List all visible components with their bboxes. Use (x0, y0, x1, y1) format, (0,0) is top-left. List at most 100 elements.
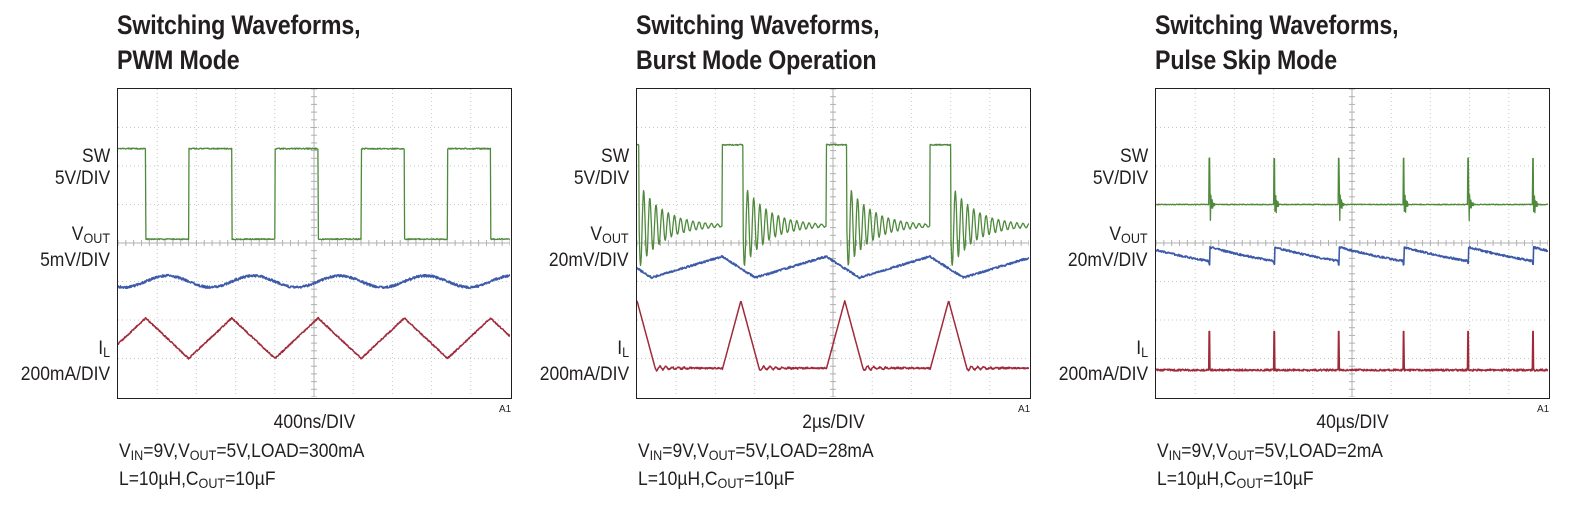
channel-scale: 5V/DIV (54, 168, 110, 189)
chart-title: Switching Waveforms, Pulse Skip Mode (1155, 8, 1399, 78)
chart-title-line: Pulse Skip Mode (1155, 45, 1337, 75)
channel-label-vout: VOUT 20mV/DIV (549, 224, 629, 272)
waveform-plot (118, 89, 510, 397)
chart-panel-burst: Switching Waveforms, Burst Mode Operatio… (519, 0, 1039, 524)
x-axis-label: 2µs/DIV (802, 412, 865, 433)
x-axis-label: 40µs/DIV (1316, 412, 1389, 433)
scope-screen (117, 88, 512, 399)
channel-scale: 5mV/DIV (40, 250, 110, 271)
trace-il (637, 300, 1029, 372)
channel-name: I (617, 338, 622, 359)
channel-name: V (71, 224, 84, 245)
chart-panel-pwm: Switching Waveforms, PWM Mode SW 5V/DIV … (0, 0, 520, 524)
channel-scale: 200mA/DIV (1058, 364, 1148, 385)
channel-name: I (98, 338, 103, 359)
condition-line: L=10µH,COUT=10µF (119, 468, 364, 496)
trace-vout (118, 273, 510, 290)
condition-line: VIN=9V,VOUT=5V,LOAD=300mA (119, 440, 364, 468)
channel-label-vout: VOUT 5mV/DIV (40, 224, 110, 272)
channel-label-sw: SW 5V/DIV (1093, 146, 1148, 190)
chart-title: Switching Waveforms, Burst Mode Operatio… (636, 8, 880, 78)
trace-il (1156, 330, 1548, 372)
channel-label-il: IL 200mA/DIV (1059, 338, 1148, 386)
x-axis-label: 400ns/DIV (273, 412, 356, 433)
trace-sw (1156, 157, 1548, 222)
channel-scale: 20mV/DIV (549, 250, 629, 271)
condition-line: L=10µH,COUT=10µF (1157, 468, 1383, 496)
trace-sw (637, 143, 1029, 267)
condition-text: =10µF (1263, 469, 1314, 490)
test-conditions: VIN=9V,VOUT=5V,LOAD=28mA L=10µH,COUT=10µ… (638, 440, 874, 496)
test-conditions: VIN=9V,VOUT=5V,LOAD=300mA L=10µH,COUT=10… (119, 440, 364, 496)
condition-text: =9V,V (143, 441, 190, 462)
condition-subscript: OUT (717, 476, 745, 491)
trace-sw (118, 147, 510, 241)
condition-text: L=10µH,C (638, 469, 718, 490)
channel-name: V (590, 224, 603, 245)
condition-text: L=10µH,C (119, 469, 199, 490)
scope-screen (1155, 88, 1550, 399)
trace-vout (637, 254, 1029, 280)
channel-name: SW (1119, 146, 1148, 167)
channel-name: SW (81, 146, 110, 167)
channel-name-sub: L (621, 345, 629, 360)
channel-name: SW (600, 146, 629, 167)
channel-scale: 200mA/DIV (20, 364, 110, 385)
condition-subscript: IN (649, 448, 663, 463)
condition-text: V (638, 441, 650, 462)
channel-label-il: IL 200mA/DIV (21, 338, 110, 386)
chart-title: Switching Waveforms, PWM Mode (117, 8, 361, 78)
channel-name-sub: OUT (602, 231, 629, 246)
channel-scale: 5V/DIV (1092, 168, 1148, 189)
channel-name: V (1109, 224, 1122, 245)
channel-label-vout: VOUT 20mV/DIV (1068, 224, 1148, 272)
condition-text: =5V,LOAD=2mA (1254, 441, 1383, 462)
condition-line: L=10µH,COUT=10µF (638, 468, 874, 496)
condition-subscript: OUT (1227, 448, 1255, 463)
condition-text: L=10µH,C (1157, 469, 1237, 490)
graticule (1156, 89, 1548, 397)
condition-text: =9V,V (1181, 441, 1228, 462)
channel-scale: 20mV/DIV (1068, 250, 1148, 271)
channel-name-sub: L (102, 345, 110, 360)
chart-title-line: Burst Mode Operation (636, 45, 877, 75)
waveform-plot (1156, 89, 1548, 397)
channel-scale: 5V/DIV (573, 168, 629, 189)
condition-subscript: OUT (198, 476, 226, 491)
trace-marker: A1 (499, 404, 512, 415)
condition-subscript: IN (1168, 448, 1182, 463)
condition-subscript: OUT (708, 448, 736, 463)
channel-label-sw: SW 5V/DIV (55, 146, 110, 190)
channel-label-sw: SW 5V/DIV (574, 146, 629, 190)
condition-text: =10µF (225, 469, 276, 490)
chart-title-line: PWM Mode (117, 45, 240, 75)
condition-subscript: OUT (189, 448, 217, 463)
condition-line: VIN=9V,VOUT=5V,LOAD=2mA (1157, 440, 1383, 468)
chart-title-line: Switching Waveforms, (117, 10, 361, 40)
condition-subscript: IN (130, 448, 144, 463)
condition-line: VIN=9V,VOUT=5V,LOAD=28mA (638, 440, 874, 468)
trace-marker: A1 (1537, 404, 1550, 415)
channel-name: I (1136, 338, 1141, 359)
graticule (118, 89, 510, 397)
chart-title-line: Switching Waveforms, (1155, 10, 1399, 40)
condition-subscript: OUT (1236, 476, 1264, 491)
chart-panel-pulse-skip: Switching Waveforms, Pulse Skip Mode SW … (1038, 0, 1558, 524)
waveform-plot (637, 89, 1029, 397)
condition-text: =9V,V (662, 441, 709, 462)
condition-text: =5V,LOAD=28mA (735, 441, 874, 462)
condition-text: =5V,LOAD=300mA (216, 441, 365, 462)
condition-text: =10µF (744, 469, 795, 490)
condition-text: V (1157, 441, 1169, 462)
test-conditions: VIN=9V,VOUT=5V,LOAD=2mA L=10µH,COUT=10µF (1157, 440, 1383, 496)
channel-name-sub: OUT (1121, 231, 1148, 246)
trace-il (118, 316, 510, 360)
channel-name-sub: L (1140, 345, 1148, 360)
trace-marker: A1 (1018, 404, 1031, 415)
channel-scale: 200mA/DIV (539, 364, 629, 385)
condition-text: V (119, 441, 131, 462)
channel-name-sub: OUT (83, 231, 110, 246)
scope-screen (636, 88, 1031, 399)
trace-vout (1156, 245, 1548, 266)
channel-label-il: IL 200mA/DIV (540, 338, 629, 386)
